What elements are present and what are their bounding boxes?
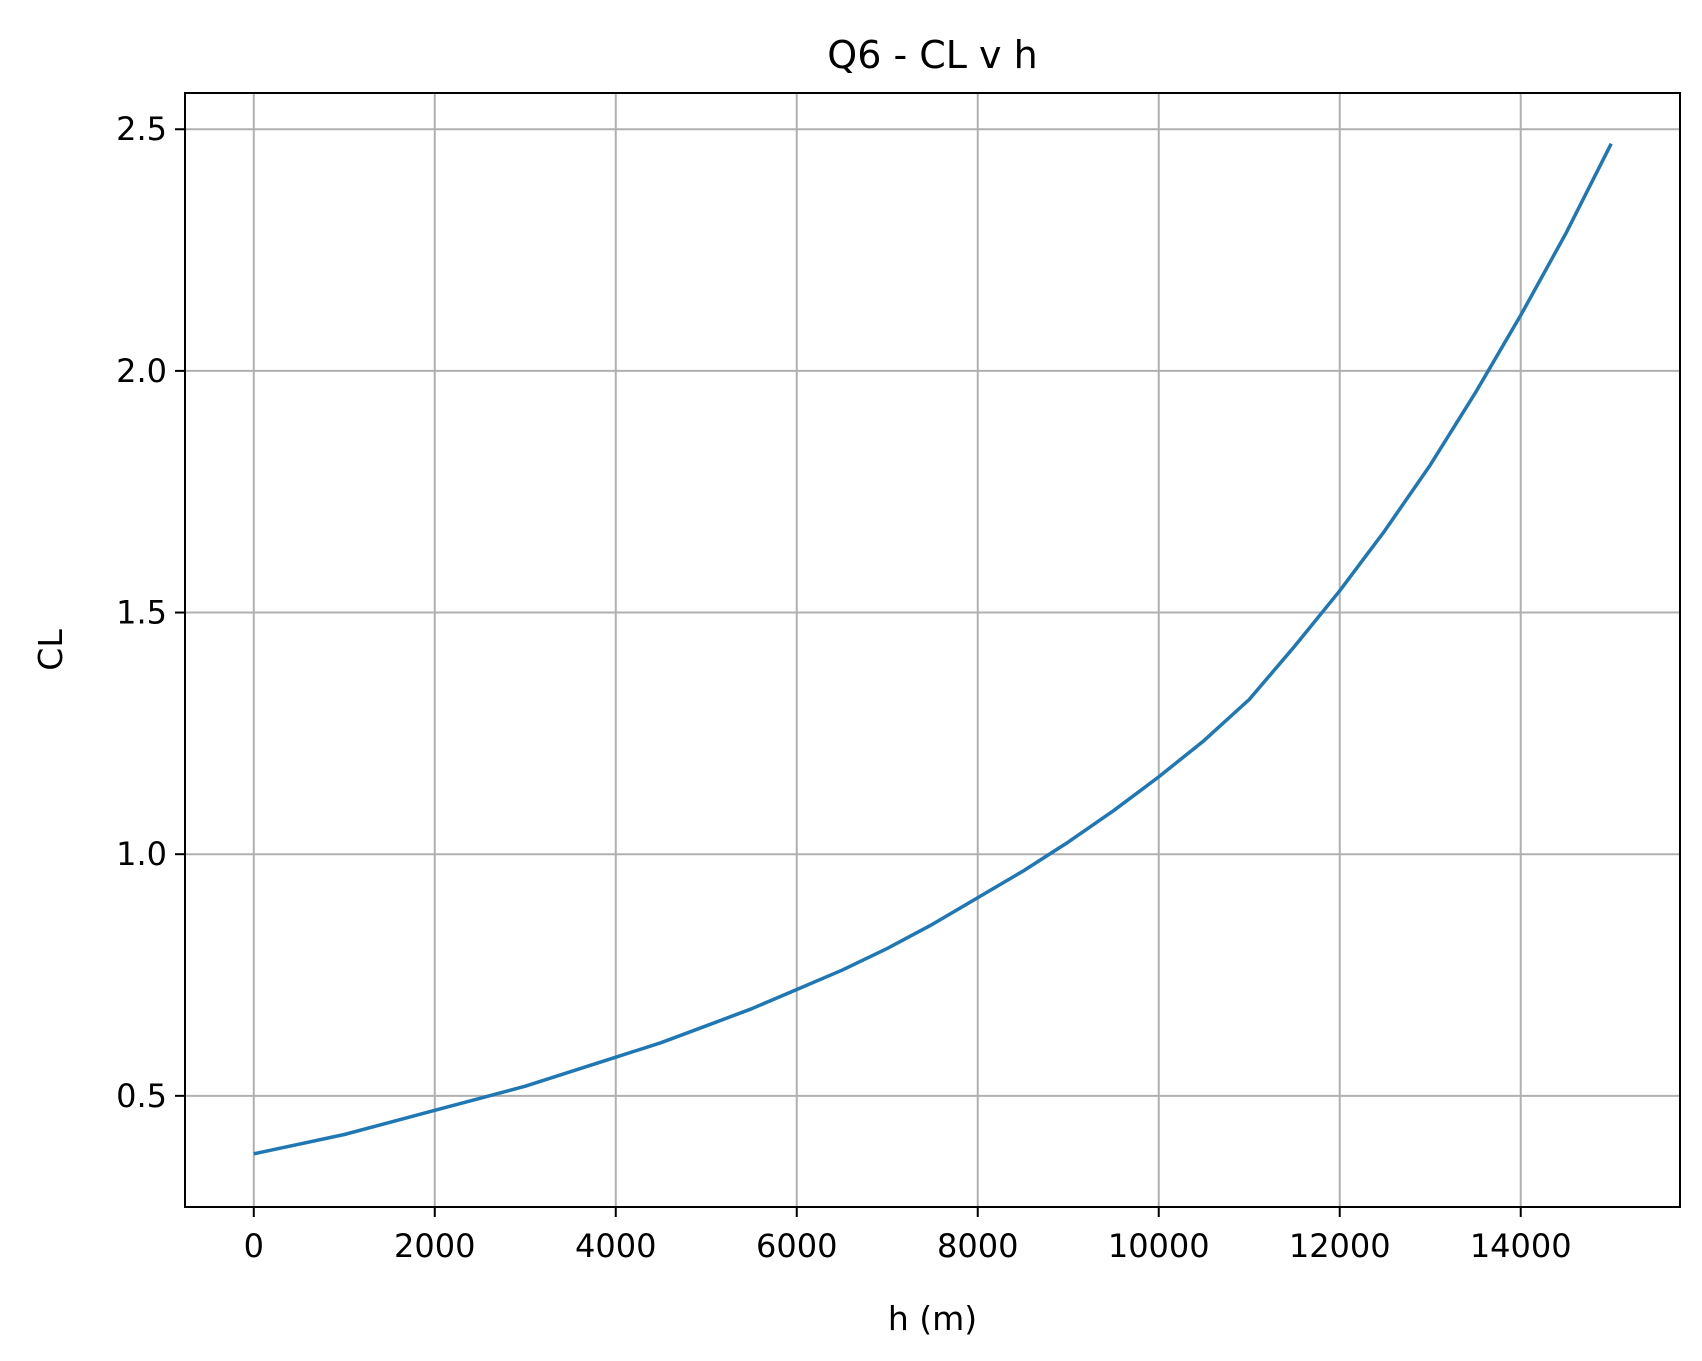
series-layer [253,142,1613,1156]
y-tick-label: 1.5 [116,594,167,632]
grid [185,93,1680,1207]
x-tick-label: 10000 [1108,1227,1210,1265]
x-tick-label: 4000 [575,1227,656,1265]
y-tick-label: 2.0 [116,352,167,390]
y-tick-label: 1.0 [116,835,167,873]
x-tick-label: 6000 [756,1227,837,1265]
x-axis-title: h (m) [888,1299,977,1338]
x-tick-label: 0 [244,1227,264,1265]
y-tick-label: 0.5 [116,1077,167,1115]
ticks: 0 2000 4000 6000 8000 10000 12000 14000 0.5 1.0 1.… [116,110,1572,1265]
series-line [253,142,1613,1156]
y-tick-label: 2.5 [116,110,167,148]
x-tick-label: 2000 [394,1227,475,1265]
x-tick-label: 14000 [1470,1227,1572,1265]
x-tick-label: 8000 [937,1227,1018,1265]
plot-frame [184,92,1681,1208]
chart-title: Q6 - CL v h [827,33,1037,77]
x-tick-label: 12000 [1289,1227,1391,1265]
y-axis-title: CL [31,629,70,671]
